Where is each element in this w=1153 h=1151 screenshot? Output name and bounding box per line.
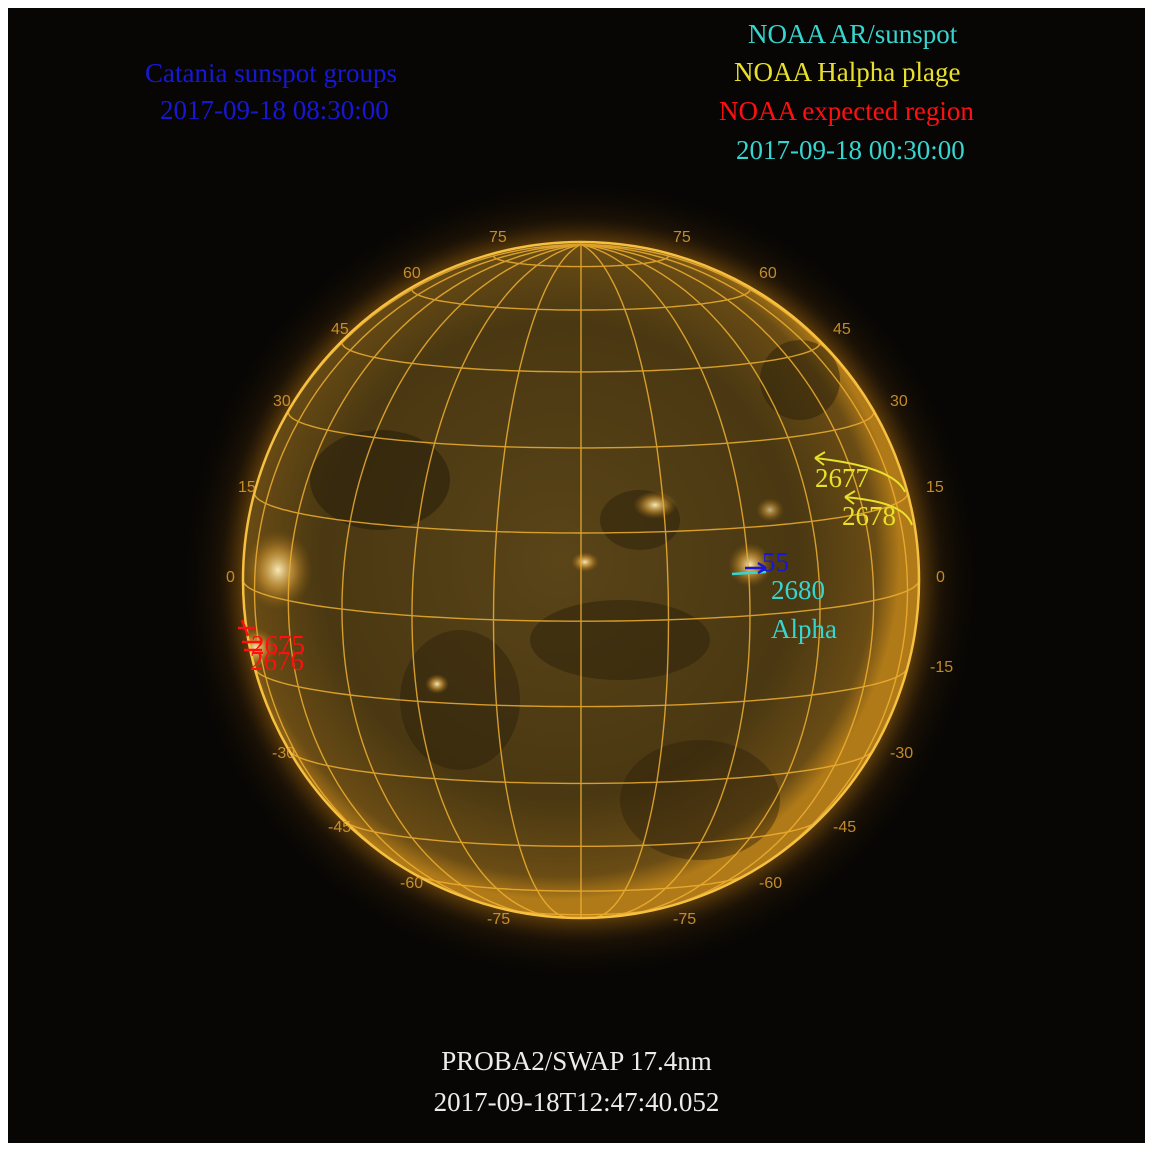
grid-label-lat-m45-left: -45 <box>328 819 351 836</box>
grid-label-lat-15-left: 15 <box>238 479 256 496</box>
plage-2678-arc <box>844 496 913 526</box>
noaa-ar-legend: NOAA AR/sunspot <box>748 19 958 49</box>
meridian--30 <box>411 243 582 918</box>
grid-label-lat-60-left: 60 <box>403 265 421 282</box>
ar-markers <box>731 561 767 576</box>
catania-title: Catania sunspot groups <box>145 58 397 88</box>
grid-label-lat-m75-right: -75 <box>673 911 696 928</box>
meridian--15 <box>492 243 582 919</box>
plage-markers <box>814 451 913 526</box>
plage-2677-arc <box>814 457 906 493</box>
grid-label-lat-75-left: 75 <box>489 229 507 246</box>
grid-label-lat-m15-right: -15 <box>930 659 953 676</box>
meridian-30 <box>580 243 751 918</box>
heliographic-grid <box>242 243 920 919</box>
catania-time: 2017-09-18 08:30:00 <box>160 95 389 125</box>
grid-label-lat-0-right: 0 <box>936 569 945 586</box>
limb-outline <box>241 240 921 920</box>
meridian-15 <box>580 243 670 919</box>
sun-image: 75 75 60 60 45 45 30 30 15 15 0 0 -15 -3… <box>181 180 981 980</box>
noaa-plage-legend: NOAA Halpha plage <box>734 57 961 87</box>
grid-label-lat-75-right: 75 <box>673 229 691 246</box>
grid-labels: 75 75 60 60 45 45 30 30 15 15 0 0 -15 -3… <box>226 229 953 928</box>
catania-arrow-icon <box>757 561 767 575</box>
plage-2678-arrow-icon <box>844 490 856 505</box>
grid-label-lat-m60-right: -60 <box>759 875 782 892</box>
grid-label-lat-m75-left: -75 <box>487 911 510 928</box>
meridian-60 <box>580 243 875 912</box>
grid-label-lat-15-right: 15 <box>926 479 944 496</box>
catania-group-label: 55 <box>762 547 789 577</box>
grid-label-lat-45-left: 45 <box>331 321 349 338</box>
grid-label-lat-30-right: 30 <box>890 393 908 410</box>
grid-label-lat-60-right: 60 <box>759 265 777 282</box>
grid-label-lat-m30-left: -30 <box>272 745 295 762</box>
expected-2676-label: 2676 <box>250 646 304 676</box>
noaa-time: 2017-09-18 00:30:00 <box>736 135 965 165</box>
meridian-45 <box>580 243 821 917</box>
grid-label-lat-m45-right: -45 <box>833 819 856 836</box>
plage-2677-label: 2677 <box>815 463 869 493</box>
plage-2677-arrow-icon <box>814 451 826 466</box>
plage-2678-label: 2678 <box>842 501 896 531</box>
grid-label-lat-0-left: 0 <box>226 569 235 586</box>
grid-label-lat-45-right: 45 <box>833 321 851 338</box>
expected-2675-label: 2675 <box>251 630 305 660</box>
grid-label-lat-m30-right: -30 <box>890 745 913 762</box>
meridian--60 <box>287 243 582 912</box>
expected-markers <box>238 619 262 652</box>
image-timestamp: 2017-09-18T12:47:40.052 <box>433 1087 720 1117</box>
meridian-75 <box>580 243 909 887</box>
meridian--75 <box>253 243 582 887</box>
meridian--45 <box>341 243 582 917</box>
image-frame: 75 75 60 60 45 45 30 30 15 15 0 0 -15 -3… <box>8 8 1145 1143</box>
grid-label-lat-30-left: 30 <box>273 393 291 410</box>
noaa-expected-legend: NOAA expected region <box>719 96 974 126</box>
grid-label-lat-m60-left: -60 <box>400 875 423 892</box>
instrument-label: PROBA2/SWAP 17.4nm <box>441 1046 712 1076</box>
ar-class-label: Alpha <box>771 614 837 644</box>
ar-number-label: 2680 <box>771 575 825 605</box>
